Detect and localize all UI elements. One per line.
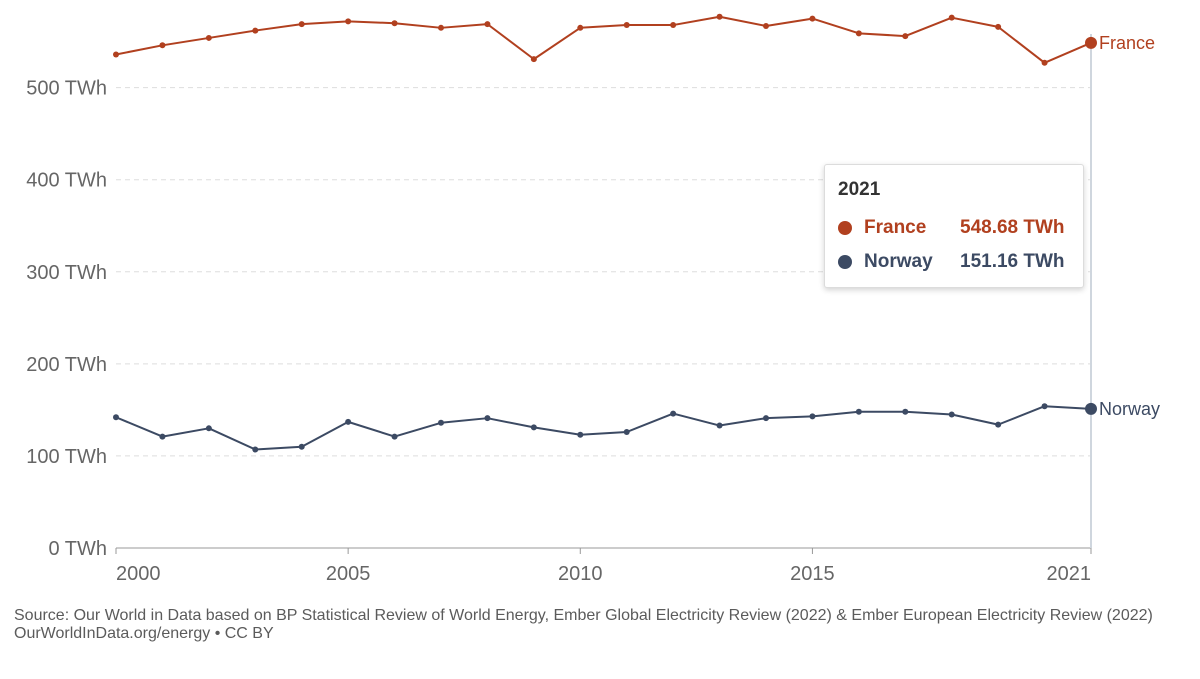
tooltip-norway-dot-icon bbox=[838, 255, 852, 269]
france-point[interactable] bbox=[438, 24, 444, 31]
tooltip-france-value: 548.68 TWh bbox=[960, 217, 1065, 238]
norway-point[interactable] bbox=[809, 413, 816, 420]
norway-point[interactable] bbox=[948, 411, 955, 418]
y-tick-label: 500 TWh bbox=[26, 78, 107, 100]
series-group: France Norway bbox=[113, 13, 1160, 453]
norway-point[interactable] bbox=[577, 431, 584, 438]
france-point[interactable] bbox=[1041, 59, 1048, 66]
france-point[interactable] bbox=[391, 20, 398, 27]
norway-point[interactable] bbox=[252, 446, 259, 453]
france-point[interactable] bbox=[855, 30, 862, 37]
norway-point[interactable] bbox=[438, 419, 444, 426]
norway-point[interactable] bbox=[1041, 403, 1048, 410]
x-tick-label: 2010 bbox=[558, 563, 603, 585]
france-point[interactable] bbox=[298, 21, 305, 28]
france-point[interactable] bbox=[948, 14, 955, 21]
norway-point[interactable] bbox=[716, 422, 723, 429]
tooltip-norway-name: Norway bbox=[864, 251, 933, 272]
france-point[interactable] bbox=[530, 56, 537, 63]
norway-point[interactable] bbox=[205, 425, 212, 432]
norway-point[interactable] bbox=[995, 421, 1002, 428]
france-point[interactable] bbox=[763, 22, 769, 29]
france-line bbox=[115, 15, 1092, 64]
norway-point[interactable] bbox=[902, 408, 909, 415]
y-tick-label: 400 TWh bbox=[26, 170, 107, 192]
credit-link[interactable]: OurWorldInData.org/energy • CC BY bbox=[14, 625, 274, 642]
france-point[interactable] bbox=[670, 22, 677, 29]
france-point[interactable] bbox=[484, 21, 491, 28]
france-point[interactable] bbox=[809, 15, 816, 22]
line-chart: 0 TWh 100 TWh 200 TWh 300 TWh 400 TWh 500 TWh… bbox=[26, 13, 1160, 585]
x-tick-label: 2005 bbox=[326, 563, 371, 585]
norway-point[interactable] bbox=[1085, 402, 1097, 415]
france-point[interactable] bbox=[113, 51, 119, 58]
norway-point[interactable] bbox=[623, 428, 630, 435]
norway-point[interactable] bbox=[345, 418, 352, 425]
france-point[interactable] bbox=[623, 22, 630, 29]
france-point[interactable] bbox=[345, 18, 352, 25]
france-point[interactable] bbox=[716, 13, 723, 20]
tooltip-france-name: France bbox=[864, 217, 927, 238]
y-tick-label: 300 TWh bbox=[26, 262, 107, 284]
norway-point[interactable] bbox=[484, 415, 491, 422]
norway-point[interactable] bbox=[113, 414, 119, 421]
france-point[interactable] bbox=[1085, 36, 1097, 49]
norway-point[interactable] bbox=[159, 433, 166, 440]
france-point[interactable] bbox=[159, 42, 166, 49]
france-point[interactable] bbox=[995, 23, 1002, 30]
france-point[interactable] bbox=[577, 24, 584, 31]
x-tick-label: 2021 bbox=[1047, 563, 1092, 585]
source-note: Source: Our World in Data based on BP St… bbox=[14, 607, 1153, 624]
hover-tooltip: 2021 France 548.68 TWh Norway 151.16 TWh bbox=[824, 164, 1084, 288]
series-norway: Norway bbox=[113, 399, 1160, 453]
france-point[interactable] bbox=[252, 27, 259, 34]
norway-point[interactable] bbox=[298, 443, 305, 450]
y-tick-label: 200 TWh bbox=[26, 354, 107, 376]
norway-point[interactable] bbox=[530, 424, 537, 431]
x-axis: 2000 2005 2010 2015 2021 bbox=[115, 547, 1092, 585]
france-point[interactable] bbox=[902, 33, 909, 40]
tooltip-row-norway: Norway 151.16 TWh bbox=[838, 245, 1071, 279]
y-tick-label: 0 TWh bbox=[48, 538, 107, 560]
chart-footer: Source: Our World in Data based on BP St… bbox=[14, 607, 1184, 643]
norway-series-label: Norway bbox=[1099, 399, 1160, 419]
france-series-label: France bbox=[1099, 33, 1155, 53]
y-tick-label: 100 TWh bbox=[26, 446, 107, 468]
tooltip-year: 2021 bbox=[838, 179, 881, 200]
norway-point[interactable] bbox=[855, 408, 862, 415]
x-tick-label: 2000 bbox=[116, 563, 161, 585]
norway-line bbox=[115, 405, 1092, 451]
norway-point[interactable] bbox=[391, 433, 398, 440]
tooltip-row-france: France 548.68 TWh bbox=[838, 211, 1071, 245]
tooltip-norway-value: 151.16 TWh bbox=[960, 251, 1065, 272]
x-tick-label: 2015 bbox=[790, 563, 835, 585]
france-point[interactable] bbox=[205, 34, 212, 41]
tooltip-france-dot-icon bbox=[838, 221, 852, 235]
norway-point[interactable] bbox=[763, 415, 769, 422]
norway-point[interactable] bbox=[670, 410, 677, 417]
series-france: France bbox=[113, 13, 1155, 66]
y-axis: 0 TWh 100 TWh 200 TWh 300 TWh 400 TWh 500 TWh bbox=[26, 78, 107, 560]
